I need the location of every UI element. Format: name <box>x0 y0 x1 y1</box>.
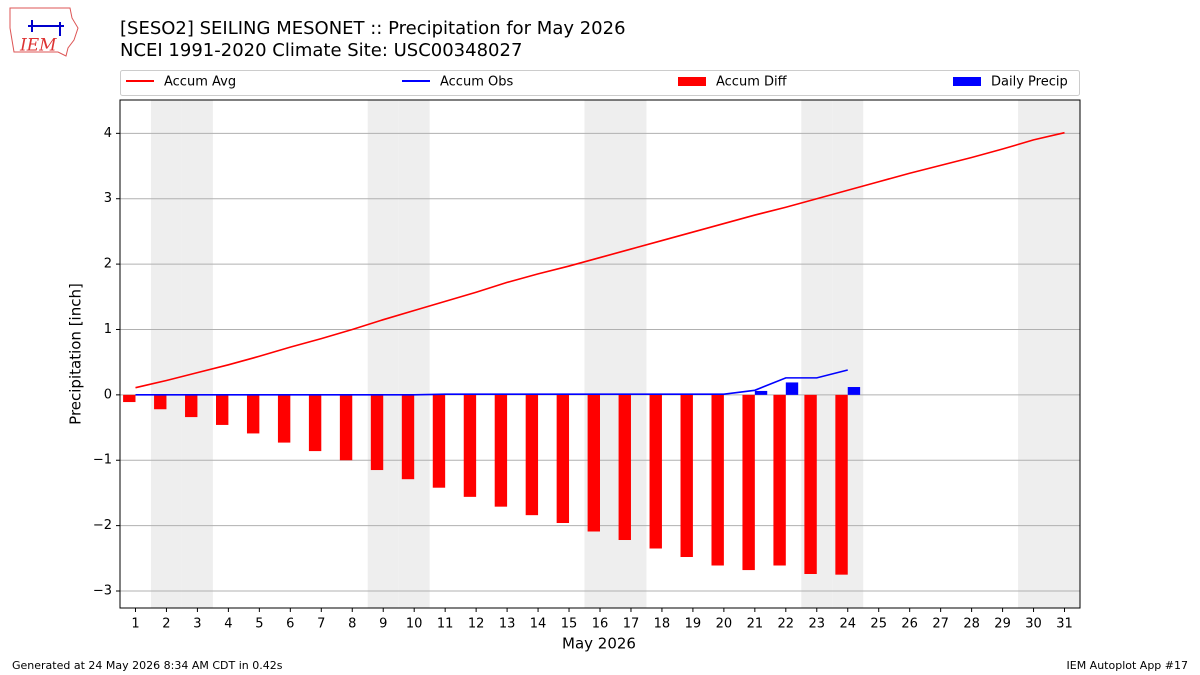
bar <box>556 394 570 524</box>
bar <box>463 394 477 497</box>
x-tick-label: 9 <box>379 617 387 632</box>
x-tick-label: 5 <box>255 617 263 632</box>
x-tick-label: 19 <box>685 617 702 632</box>
weekend-shade <box>1049 100 1080 608</box>
bar <box>773 394 786 566</box>
x-tick-label: 18 <box>654 617 671 632</box>
weekend-shade <box>1018 100 1050 608</box>
x-tick-label: 3 <box>193 617 201 632</box>
x-tick-label: 27 <box>932 617 949 632</box>
bar <box>649 394 662 549</box>
x-tick-label: 6 <box>286 617 294 632</box>
legend-swatch <box>678 77 706 86</box>
x-tick-label: 11 <box>437 617 454 632</box>
legend-label: Accum Diff <box>716 75 788 90</box>
bar <box>154 394 167 410</box>
bar <box>835 394 848 575</box>
chart-subtitle: NCEI 1991-2020 Climate Site: USC00348027 <box>120 40 522 61</box>
x-tick-label: 28 <box>963 617 980 632</box>
bar <box>494 394 508 507</box>
logo-text: IEM <box>19 36 57 56</box>
logo: IEM <box>9 7 79 57</box>
x-axis-label: May 2026 <box>562 635 636 653</box>
bar <box>432 394 446 488</box>
chart-title: [SESO2] SEILING MESONET :: Precipitation… <box>120 18 626 39</box>
bar <box>370 394 384 471</box>
line <box>135 131 1065 389</box>
y-tick-label: 2 <box>104 257 112 272</box>
x-tick-label: 24 <box>839 617 856 632</box>
bar <box>711 394 724 566</box>
legend-label: Daily Precip <box>991 75 1068 90</box>
x-tick-label: 13 <box>499 617 516 632</box>
bar <box>754 390 768 395</box>
legend-label: Accum Avg <box>164 75 236 90</box>
x-tick-label: 22 <box>778 617 795 632</box>
x-tick-label: 31 <box>1056 617 1073 632</box>
x-tick-label: 8 <box>348 617 356 632</box>
bar <box>742 394 755 571</box>
bar <box>525 394 539 516</box>
bar <box>216 394 229 425</box>
y-tick-label: 3 <box>104 191 112 206</box>
bar <box>618 394 631 541</box>
bar <box>785 382 799 395</box>
y-tick-label: −3 <box>93 584 112 599</box>
x-tick-label: 26 <box>901 617 918 632</box>
logo-outline <box>9 7 79 57</box>
bar <box>401 394 415 480</box>
legend-box <box>120 70 1080 96</box>
x-tick-label: 20 <box>716 617 733 632</box>
legend-swatch <box>953 77 981 86</box>
bar <box>804 394 817 575</box>
x-tick-label: 17 <box>623 617 640 632</box>
x-tick-label: 14 <box>530 617 547 632</box>
bar <box>185 394 198 418</box>
x-tick-label: 21 <box>747 617 764 632</box>
weekend-shade <box>398 100 430 608</box>
bar <box>339 394 353 461</box>
bar <box>847 387 861 395</box>
y-tick-label: 0 <box>104 387 112 402</box>
bar <box>123 394 136 403</box>
footer-right: IEM Autoplot App #17 <box>1067 659 1189 672</box>
legend-label: Accum Obs <box>440 75 513 90</box>
x-tick-label: 15 <box>561 617 578 632</box>
x-tick-label: 29 <box>994 617 1011 632</box>
bar <box>587 394 600 532</box>
x-tick-label: 10 <box>406 617 423 632</box>
x-tick-label: 30 <box>1025 617 1042 632</box>
y-tick-label: −1 <box>93 453 112 468</box>
y-axis-label: Precipitation [inch] <box>67 283 85 425</box>
weekend-shade <box>150 100 182 608</box>
x-tick-label: 7 <box>317 617 325 632</box>
bar <box>308 394 322 452</box>
weekend-shade <box>181 100 213 608</box>
y-tick-label: −2 <box>93 518 112 533</box>
x-tick-label: 4 <box>224 617 232 632</box>
bar <box>246 394 260 434</box>
weekend-shade <box>584 100 616 608</box>
y-tick-label: 1 <box>104 322 112 337</box>
plot-frame <box>119 99 1081 609</box>
bar <box>680 394 693 558</box>
x-tick-label: 2 <box>162 617 170 632</box>
x-tick-label: 25 <box>870 617 887 632</box>
line <box>135 369 848 396</box>
footer-left: Generated at 24 May 2026 8:34 AM CDT in … <box>12 659 283 672</box>
y-tick-label: 4 <box>104 126 112 141</box>
x-tick-label: 23 <box>809 617 826 632</box>
bar <box>277 394 291 443</box>
weekend-shade <box>367 100 399 608</box>
x-tick-label: 16 <box>592 617 609 632</box>
x-tick-label: 12 <box>468 617 485 632</box>
x-tick-label: 1 <box>131 617 139 632</box>
